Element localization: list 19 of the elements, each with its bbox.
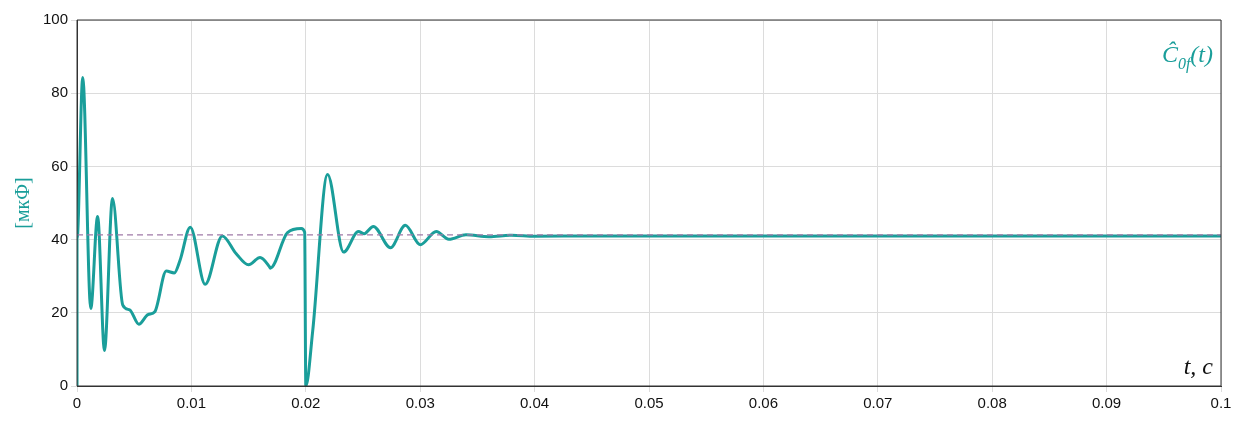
x-axis-title: t, c [1183,353,1214,379]
y-tick-label: 100 [43,10,69,28]
x-tick-label: 0.06 [748,394,779,412]
y-tick-label: 20 [51,302,69,320]
x-tick-label: 0.08 [977,394,1007,412]
x-tick-label: 0.04 [520,394,550,412]
x-tick-label: 0.05 [634,394,664,412]
x-tick-label: 0.01 [176,394,207,412]
y-tick-label: 60 [51,156,69,174]
x-tick-label: 0.09 [1092,394,1122,412]
y-axis-title: [мкФ] [11,177,34,229]
y-tick-label: 0 [59,376,69,394]
y-tick-label: 40 [51,229,69,247]
x-tick-label: 0.03 [405,394,435,412]
x-tick-label: 0.02 [291,394,321,412]
x-tick-label: 0 [72,394,82,412]
x-tick-label: 0.07 [863,394,893,412]
y-tick-label: 80 [51,83,69,101]
x-tick-label: 0.1 [1210,394,1232,412]
